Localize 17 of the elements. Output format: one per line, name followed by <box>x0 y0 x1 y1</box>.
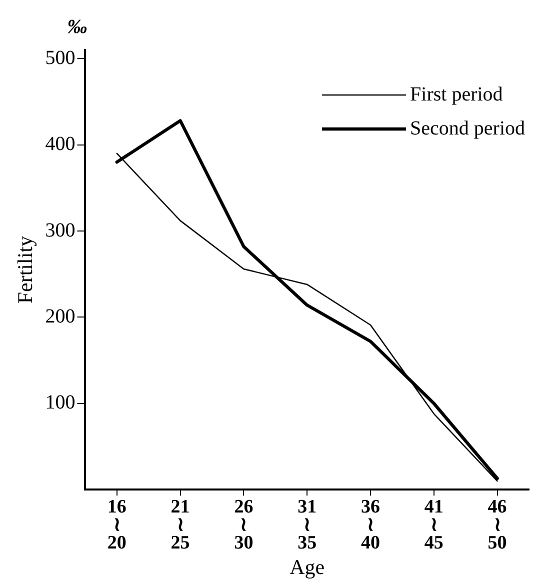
legend-label: First period <box>410 83 503 106</box>
text: ‰ <box>67 16 88 38</box>
x-tick-label: 26 ≀ 30 <box>234 496 254 554</box>
y-tick-label: 300 <box>45 219 76 242</box>
y-tick-label: 200 <box>45 305 76 328</box>
x-tick-label: 21 ≀ 25 <box>170 496 190 554</box>
legend-label: Second period <box>410 117 526 140</box>
x-axis-title: Age <box>290 554 325 579</box>
x-tick-label: 16 ≀ 20 <box>107 496 126 554</box>
x-tick-label: 46 ≀ 50 <box>488 496 507 554</box>
x-tick-label: 41 ≀ 45 <box>424 496 444 554</box>
x-tick-label: 31 ≀ 35 <box>298 496 317 554</box>
y-tick-label: 500 <box>45 46 76 69</box>
y-axis-title: Fertility <box>13 235 38 304</box>
y-tick-label: 400 <box>45 133 76 156</box>
x-tick-label: 36 ≀ 40 <box>361 496 380 554</box>
y-tick-label: 100 <box>45 392 76 414</box>
